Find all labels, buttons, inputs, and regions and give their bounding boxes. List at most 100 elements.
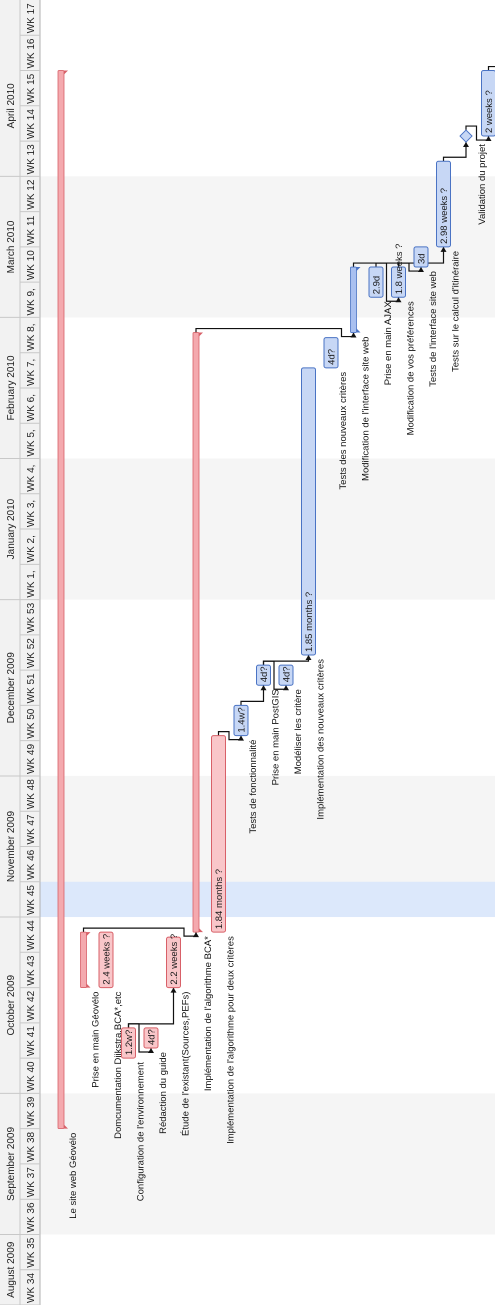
week-label: WK 46 [26, 849, 37, 879]
task-name-label: Validation du projet [477, 144, 488, 225]
summary-bar-ends [86, 932, 91, 988]
dependency-link [352, 246, 445, 268]
week-label: WK 34 [26, 1273, 37, 1303]
month-label: January 2010 [6, 498, 17, 559]
task-name-label: Le site web Géovélo [68, 1133, 79, 1219]
task-name-label: Prise en main AJAX [383, 301, 394, 386]
month-label: September 2009 [6, 1127, 17, 1201]
month-label: March 2010 [6, 220, 17, 273]
task-name-label: Modification de l'interface site web [361, 337, 372, 481]
summary-bar [192, 332, 200, 933]
week-label: WK 6, [26, 394, 37, 421]
task-bar [436, 160, 451, 248]
dependency-arrowhead [260, 685, 267, 691]
task-duration-label: 1.85 months ? [304, 592, 315, 652]
week-label: WK 37 [26, 1167, 37, 1197]
summary-bar [350, 266, 357, 333]
dependency-arrowhead [418, 267, 424, 273]
task-bar [301, 367, 316, 656]
task-name-label: Implémentation de l'algorithme BCA* [203, 936, 214, 1091]
month-band [40, 1093, 495, 1235]
week-label: WK 17 [26, 3, 37, 33]
week-label: WK 3, [26, 500, 37, 527]
task-bar [391, 266, 406, 298]
week-label: WK 48 [26, 779, 37, 809]
task-duration-label: 4d? [282, 666, 293, 682]
dependency-arrowhead [463, 142, 469, 148]
week-label: WK 10 [26, 250, 37, 280]
task-name-label: Tests sur le calcul d'itinéraire [451, 251, 462, 372]
milestone-diamond [459, 129, 473, 143]
task-duration-label: 1.4w? [237, 707, 248, 732]
week-label: WK 15 [26, 73, 37, 103]
week-label: WK 43 [26, 955, 37, 985]
task-name-label: Prise en main PostGIS [271, 689, 282, 785]
task-bar [368, 266, 384, 298]
week-label: WK 7, [26, 359, 37, 386]
week-label: WK 14 [26, 109, 37, 139]
dependency-arrowhead [193, 932, 199, 938]
dependency-link [127, 987, 175, 1028]
dependency-arrowhead [395, 297, 402, 303]
task-name-label: Modification de vos préférences [406, 301, 417, 435]
current-week-highlight [40, 881, 495, 918]
task-name-label: Tests de l'interface site web [428, 271, 439, 387]
week-label: WK 44 [26, 920, 37, 950]
task-name-label: Domcumentation Dijkstra,BCA*,etc [113, 991, 124, 1139]
week-label: WK 1, [26, 570, 37, 597]
month-label: August 2009 [6, 1241, 17, 1298]
week-label: WK 12 [26, 179, 37, 209]
task-bar [233, 704, 249, 737]
task-duration-label: 2.98 weeks ? [439, 188, 450, 244]
task-duration-label: 4d? [259, 666, 270, 682]
dependency-arrowhead [305, 655, 312, 661]
month-label: February 2010 [6, 355, 17, 420]
task-name-label: Tests des nouveaux critères [338, 372, 349, 490]
dependency-link [262, 655, 310, 666]
dependency-arrowhead [350, 332, 357, 338]
task-bar [98, 931, 114, 989]
dependency-link [442, 142, 467, 162]
task-duration-label: 1.84 months ? [214, 869, 225, 929]
week-label: WK 38 [26, 1131, 37, 1161]
task-name-label: Modéliser les critère [293, 689, 304, 774]
task-duration-label: 2.2 weeks ? [169, 934, 180, 985]
task-duration-label: 1.2w? [124, 1030, 135, 1055]
dependency-link [487, 56, 495, 71]
task-duration-label: 4d? [327, 349, 338, 365]
summary-bar [80, 931, 87, 988]
task-duration-label: 1.8 weeks ? [394, 244, 405, 295]
task-bar [256, 664, 271, 686]
task-name-label: Implémentation des nouveaux critères [316, 659, 327, 820]
month-label: April 2010 [6, 83, 17, 128]
month-band [40, 458, 495, 600]
week-label: WK 53 [26, 602, 37, 632]
week-label: WK 50 [26, 708, 37, 738]
week-label: WK 51 [26, 673, 37, 703]
task-duration-label: 4d? [147, 1029, 158, 1045]
task-name-label: Tests de fonctionnalité [248, 740, 259, 834]
week-label: WK 36 [26, 1202, 37, 1232]
task-name-label: Étude de l'existant(Sources,PEFs) [181, 992, 192, 1136]
task-name-label: Implémentation de l'algorithme pour deux… [226, 936, 237, 1144]
task-bar [323, 337, 339, 369]
week-label: WK 4, [26, 465, 37, 492]
week-label: WK 8, [26, 323, 37, 350]
month-label: October 2009 [6, 974, 17, 1035]
task-bar [481, 70, 495, 137]
week-label: WK 9, [26, 288, 37, 315]
task-name-label: Rédaction du guide [158, 1052, 169, 1134]
task-name-label: Prise en main Géovélo [91, 992, 102, 1088]
week-label: WK 11 [26, 215, 37, 245]
month-label: November 2009 [6, 810, 17, 882]
summary-bar [57, 70, 65, 1130]
month-label: December 2009 [6, 652, 17, 724]
week-label: WK 49 [26, 743, 37, 773]
week-label: WK 13 [26, 144, 37, 174]
week-label: WK 39 [26, 1096, 37, 1126]
week-label: WK 5, [26, 429, 37, 456]
task-duration-label: 2 weeks ? [484, 90, 495, 133]
task-bar [413, 246, 429, 268]
